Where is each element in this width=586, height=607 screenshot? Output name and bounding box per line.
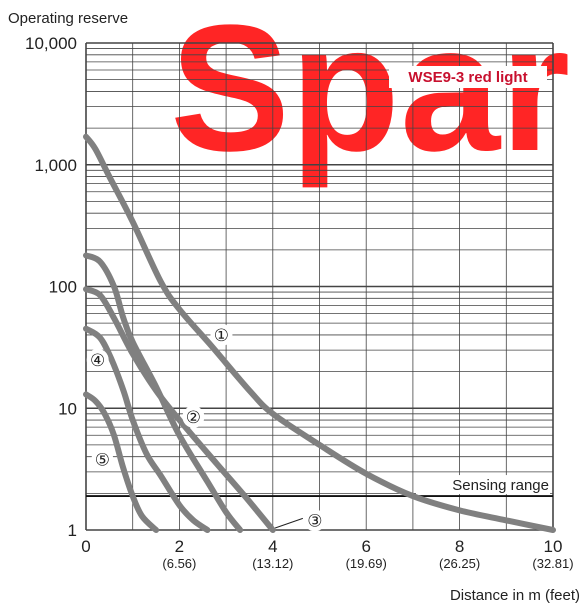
x-tick-label: 8 — [455, 537, 464, 556]
curve-label-4: ④ — [90, 351, 105, 370]
y-tick-label: 1,000 — [34, 156, 77, 175]
curve-4 — [83, 325, 211, 533]
x-tick-label: 2 — [175, 537, 184, 556]
x-tick-sublabel: (26.25) — [439, 556, 480, 571]
curve-label-bg — [182, 405, 205, 428]
curve-label-5: ⑤ — [95, 450, 110, 469]
curves — [83, 133, 556, 533]
x-tick-label: 4 — [268, 537, 277, 556]
watermark-text: Spar — [170, 0, 570, 189]
y-tick-label: 100 — [49, 278, 77, 297]
product-badge-label: WSE9-3 red light — [408, 69, 527, 86]
x-tick-sublabel: (6.56) — [162, 556, 196, 571]
y-axis-title: Operating reserve — [8, 10, 128, 27]
y-tick-label: 10,000 — [25, 34, 77, 53]
x-axis-title: Distance in m (feet) — [450, 587, 580, 604]
x-tick-label: 6 — [361, 537, 370, 556]
sensing-range-label-bg — [416, 475, 550, 495]
y-tick-label: 1 — [68, 521, 77, 540]
curve-label-bg — [91, 448, 114, 471]
grid: WSE9-3 red light — [85, 42, 554, 531]
curve-label-bg — [86, 348, 109, 371]
x-tick-label: 0 — [81, 537, 90, 556]
sensing-range-label: Sensing range — [452, 477, 549, 494]
curve-label-leader — [274, 517, 303, 529]
x-tick-label: 10 — [544, 537, 563, 556]
curve-label-bg — [303, 509, 326, 532]
curve-label-1: ① — [214, 326, 229, 345]
x-tick-sublabel: (13.12) — [252, 556, 293, 571]
curve-3 — [83, 286, 276, 533]
curve-label-bg — [210, 323, 233, 346]
product-badge-bg — [389, 66, 547, 88]
curve-label-3: ③ — [307, 511, 322, 530]
curve-label-2: ② — [186, 408, 201, 427]
curve-5 — [83, 391, 160, 533]
product-badge: WSE9-3 red light — [389, 66, 547, 88]
x-tick-sublabel: (19.69) — [346, 556, 387, 571]
curve-2 — [83, 252, 244, 533]
x-tick-sublabel: (32.81) — [532, 556, 573, 571]
y-tick-label: 10 — [58, 399, 77, 418]
curve-1 — [83, 133, 556, 533]
